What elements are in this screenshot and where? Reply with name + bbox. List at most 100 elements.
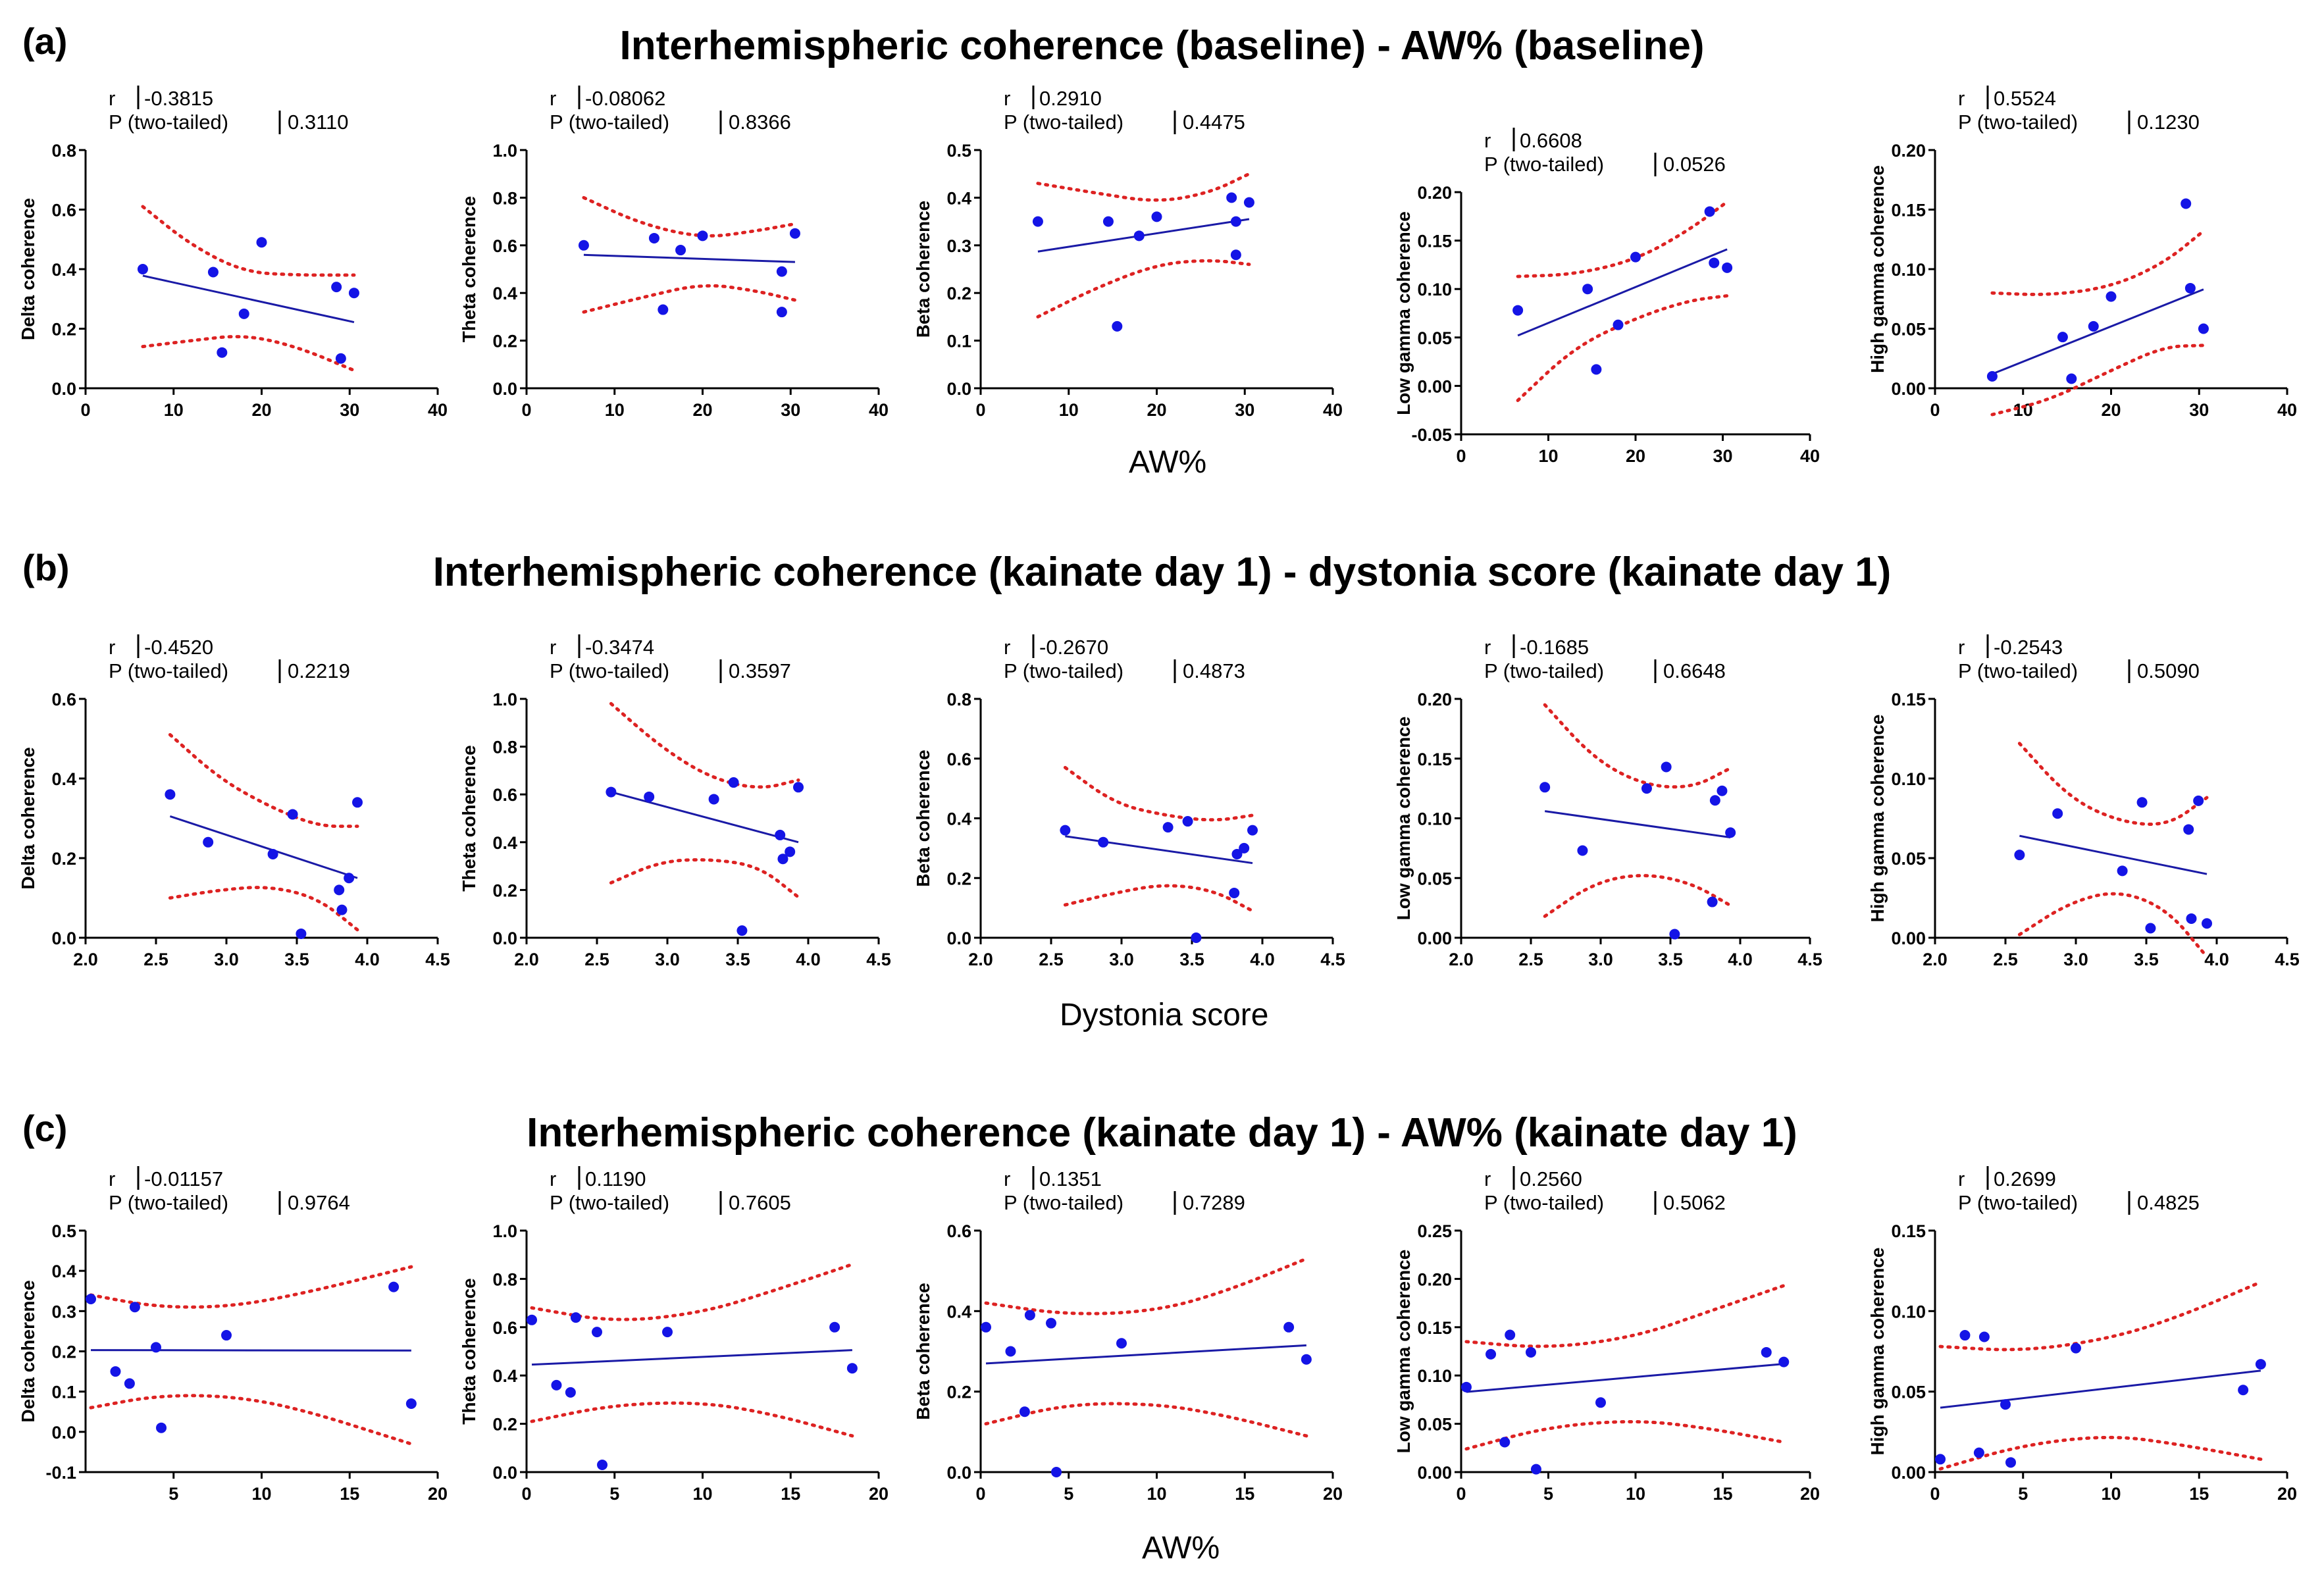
data-point — [256, 237, 267, 248]
stat-r-label: r — [1958, 87, 1965, 110]
scatter-panel-2-4: 0.00 0.05 0.10 0.15 0.20 2.0 2.5 3.0 3.5 4.0 4.5 Lo… — [1393, 634, 1822, 969]
x-tick-label: 4.5 — [866, 950, 891, 969]
x-tick-label: 3.5 — [284, 950, 309, 969]
stat-p-value: 0.4475 — [1183, 111, 1245, 134]
x-tick-label: 30 — [1235, 400, 1254, 420]
data-point — [1512, 305, 1524, 316]
data-point — [2105, 291, 2117, 302]
data-point — [527, 1314, 538, 1325]
data-point — [1005, 1346, 1016, 1357]
x-tick-label: 40 — [428, 400, 448, 420]
x-tick-label: 5 — [168, 1484, 178, 1504]
x-tick-label: 3.0 — [1588, 950, 1613, 969]
y-tick-label: 0.20 — [1417, 183, 1452, 203]
data-point — [2181, 198, 2192, 209]
x-tick-label: 30 — [340, 400, 359, 420]
y-tick-label: 0.4 — [946, 1302, 971, 1321]
data-point — [388, 1281, 400, 1292]
panel-c-title: Interhemispheric coherence (kainate day … — [527, 1110, 1797, 1156]
ci-upper-band — [1063, 765, 1254, 822]
y-tick-label: 0.8 — [492, 188, 517, 208]
data-point — [335, 353, 346, 364]
data-point — [1019, 1406, 1030, 1417]
stat-r-value: 0.5524 — [1994, 87, 2056, 110]
panel-a-xlabel: AW% — [1129, 445, 1207, 480]
data-point — [1986, 370, 1998, 382]
y-axis-label: Beta coherence — [913, 201, 933, 338]
panel-c-label: (c) — [22, 1108, 68, 1149]
data-point — [1283, 1321, 1295, 1333]
data-point — [1060, 825, 1071, 836]
stat-r-label: r — [1958, 636, 1965, 659]
x-tick-label: 3.5 — [1179, 950, 1204, 969]
y-tick-label: 0.5 — [51, 1221, 76, 1241]
stat-r-value: 0.2910 — [1039, 87, 1102, 110]
x-tick-label: 10 — [1059, 400, 1079, 420]
y-axis-label: Beta coherence — [913, 750, 933, 887]
regression-line — [1992, 288, 2204, 375]
data-point — [1641, 783, 1652, 794]
y-tick-label: 0.20 — [1417, 690, 1452, 709]
x-tick-label: 5 — [1064, 1484, 1073, 1504]
ci-upper-band — [1036, 172, 1251, 202]
regression-line — [1544, 810, 1731, 839]
regression-line — [985, 1344, 1306, 1365]
x-tick-label: 0 — [1930, 1484, 1940, 1504]
data-point — [2183, 824, 2194, 835]
data-point — [1613, 319, 1624, 330]
y-tick-label: 0.05 — [1417, 869, 1452, 888]
data-point — [405, 1398, 417, 1410]
y-axis-label: High gamma coherence — [1867, 165, 1888, 373]
ci-upper-band — [1990, 229, 2206, 296]
data-point — [1591, 364, 1602, 375]
x-tick-label: 0 — [521, 1484, 531, 1504]
data-point — [296, 928, 307, 939]
data-point — [597, 1459, 608, 1470]
y-tick-label: 0.6 — [492, 236, 517, 256]
stat-p-value: 0.5090 — [2137, 659, 2200, 682]
y-tick-label: 0.2 — [51, 320, 76, 340]
y-tick-label: -0.05 — [1411, 425, 1452, 445]
panel-a-label: (a) — [22, 20, 68, 62]
stat-p-label: P (two-tailed) — [1958, 1191, 2078, 1214]
ci-upper-band — [1516, 200, 1729, 278]
y-tick-label: 0.15 — [1417, 1318, 1452, 1338]
data-point — [1499, 1437, 1511, 1448]
stat-p-label: P (two-tailed) — [550, 1191, 669, 1214]
y-tick-label: 0.10 — [1891, 769, 1926, 789]
stat-r-value: 0.6608 — [1520, 129, 1582, 152]
data-point — [151, 1342, 161, 1353]
stat-p-label: P (two-tailed) — [109, 659, 228, 682]
y-axis-label: Theta coherence — [459, 745, 479, 892]
y-axis-label: High gamma coherence — [1867, 715, 1888, 923]
x-tick-label: 20 — [1323, 1484, 1343, 1504]
y-tick-label: 1.0 — [492, 690, 517, 709]
y-tick-label: 0.15 — [1891, 1221, 1926, 1241]
data-point — [846, 1363, 858, 1374]
x-tick-label: 40 — [2277, 400, 2297, 420]
scatter-panel-1-3: 0.0 0.1 0.2 0.3 0.4 0.5 0 10 20 30 40 Beta coherenc… — [913, 86, 1343, 420]
data-point — [203, 836, 214, 848]
data-point — [1485, 1348, 1497, 1360]
data-point — [728, 777, 739, 788]
data-point — [1046, 1317, 1056, 1329]
y-tick-label: 0.5 — [946, 141, 971, 161]
data-point — [1707, 896, 1718, 907]
data-point — [1704, 206, 1715, 217]
x-tick-label: 20 — [1626, 446, 1645, 466]
x-tick-label: 15 — [781, 1484, 800, 1504]
data-point — [2052, 808, 2063, 819]
y-tick-label: 0.0 — [946, 929, 971, 948]
x-tick-label: 3.5 — [1658, 950, 1683, 969]
data-point — [662, 1327, 673, 1338]
y-tick-label: 0.10 — [1417, 280, 1452, 299]
y-tick-label: 0.6 — [492, 1318, 517, 1338]
regression-line — [1940, 1369, 2261, 1409]
x-tick-label: 20 — [1147, 400, 1166, 420]
x-tick-label: 20 — [2101, 400, 2121, 420]
x-tick-label: 4.0 — [1250, 950, 1275, 969]
y-tick-label: 0.8 — [51, 141, 76, 161]
y-tick-label: 0.2 — [492, 880, 517, 900]
